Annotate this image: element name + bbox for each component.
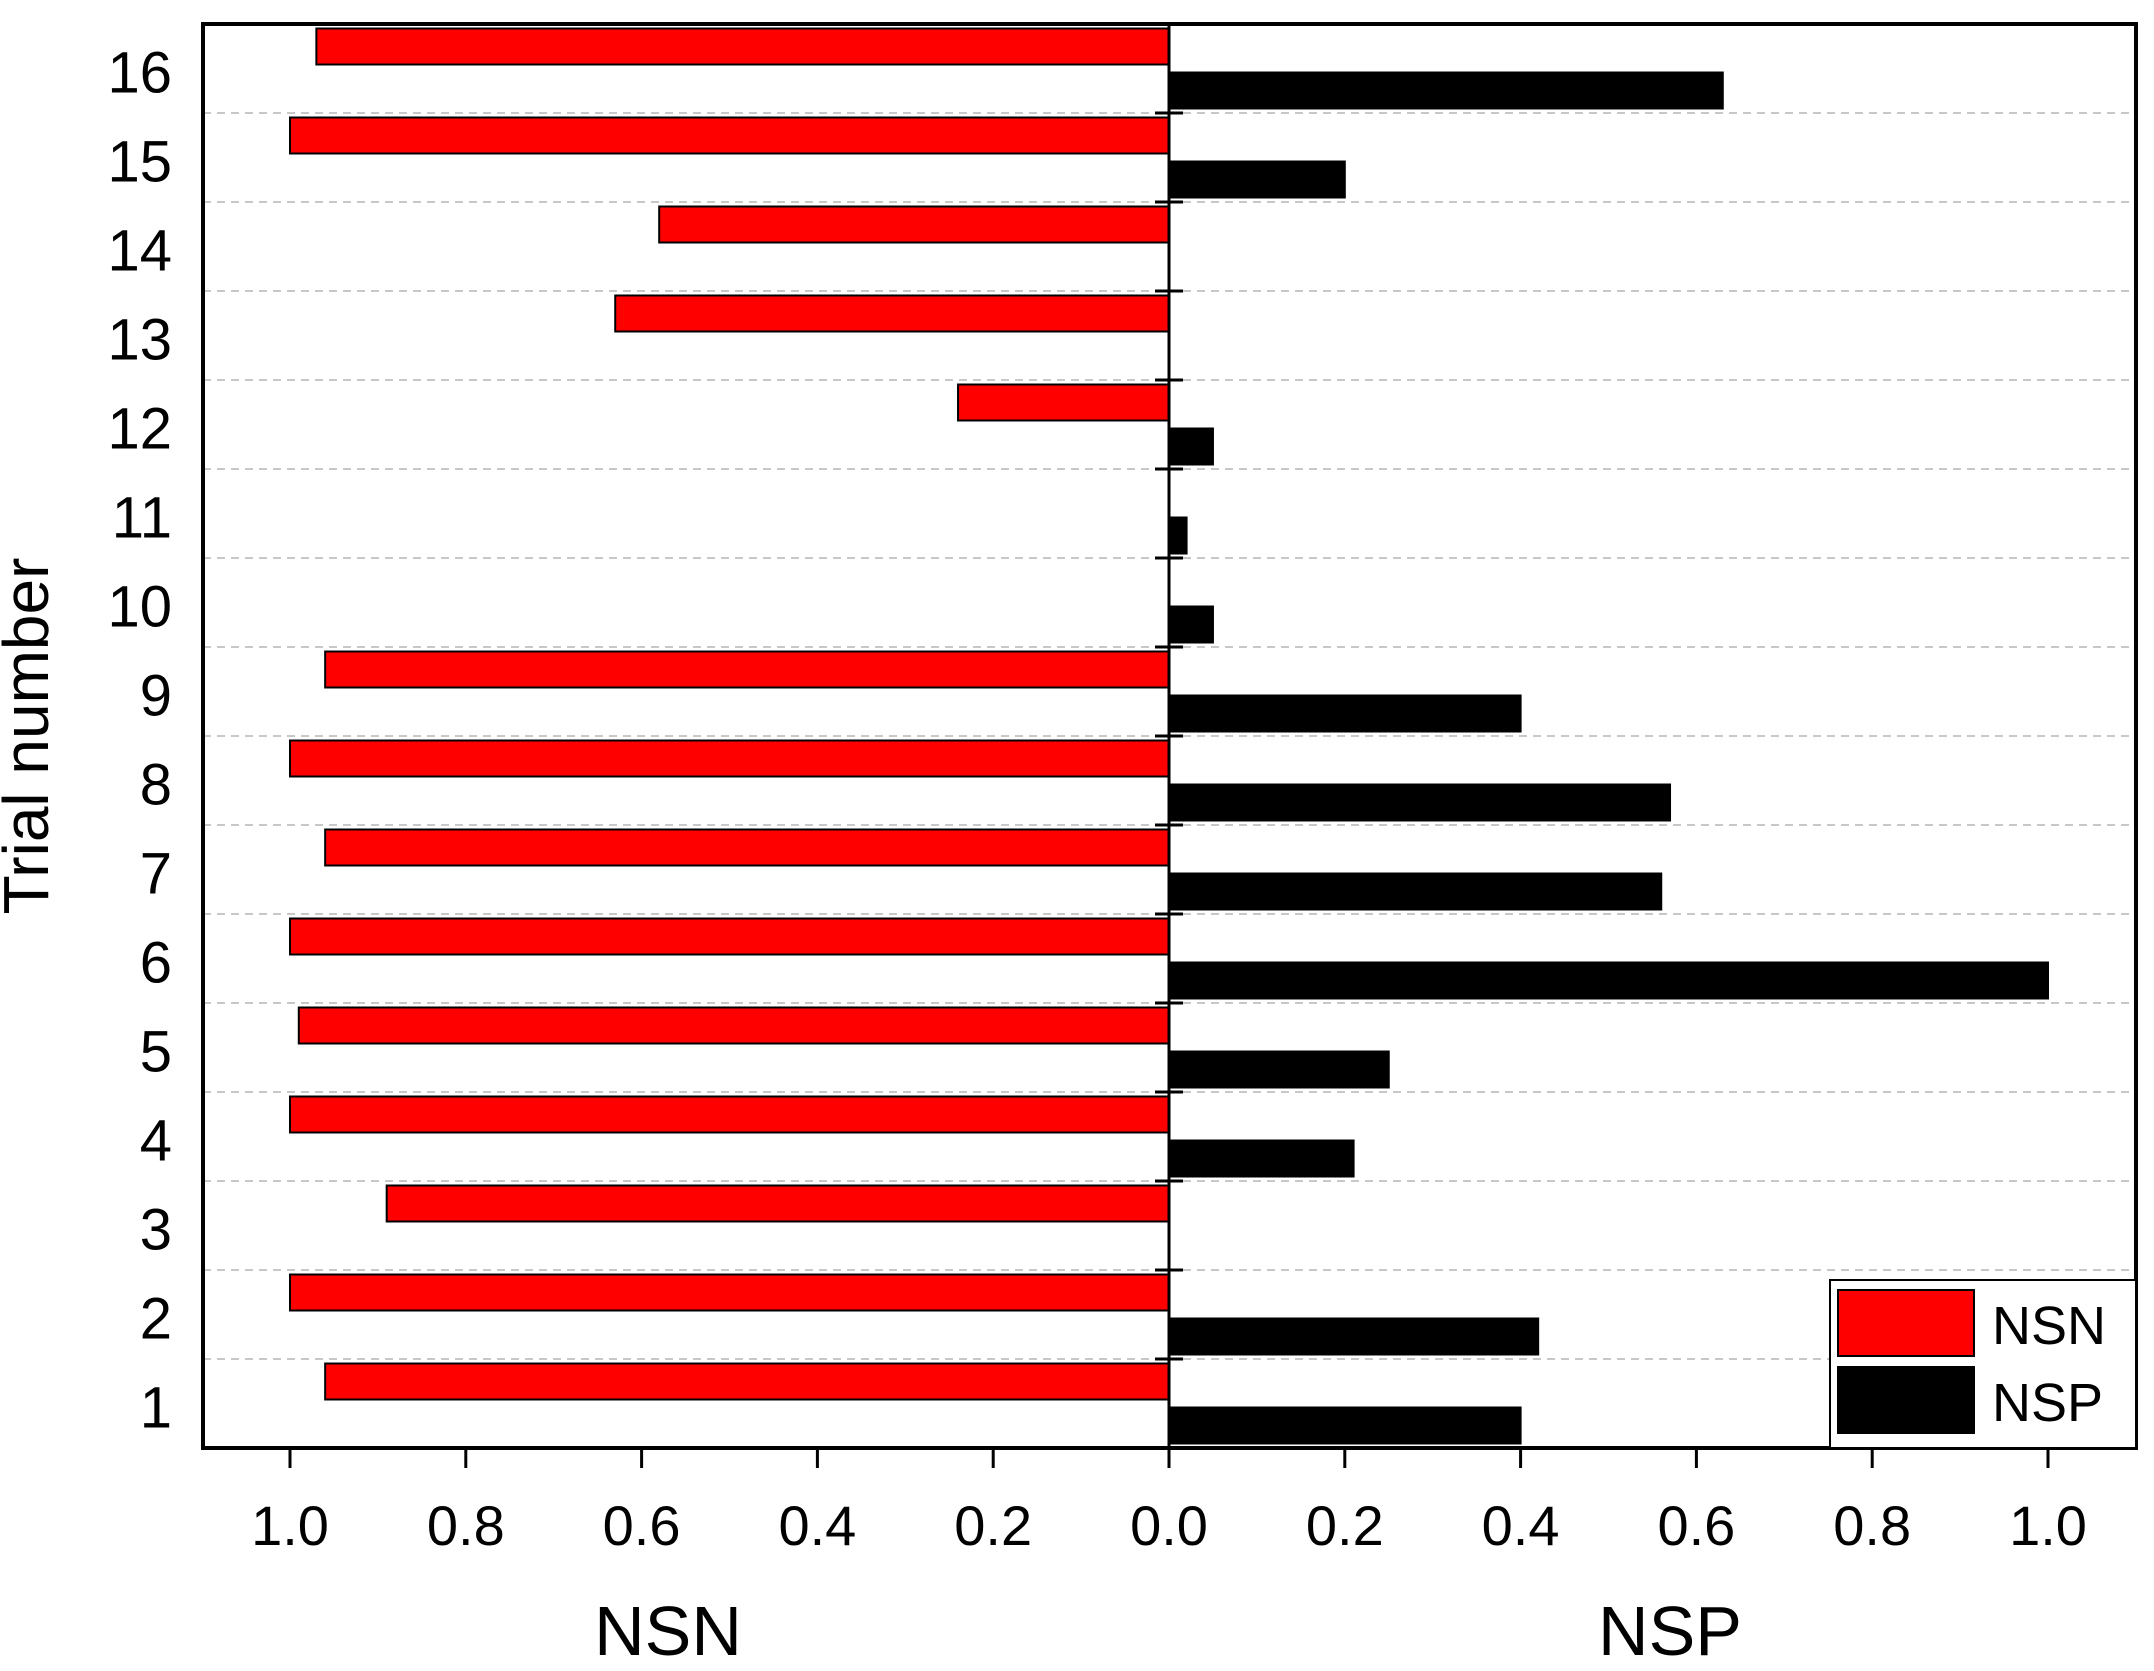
- bar-nsn-trial-4: [289, 1095, 1170, 1134]
- y-tick-label: 12: [107, 397, 172, 462]
- bar-nsp-trial-12: [1168, 427, 1214, 466]
- bar-nsn-trial-5: [297, 1006, 1171, 1045]
- bar-nsn-trial-15: [289, 116, 1170, 155]
- bar-nsp-trial-8: [1168, 783, 1672, 822]
- legend-label-nsn: NSN: [1992, 1296, 2106, 1356]
- x-axis-title-right: NSP: [1598, 1592, 1742, 1670]
- y-tick-label: 4: [140, 1109, 172, 1174]
- x-tick-label-left: 1.0: [251, 1494, 329, 1557]
- x-tick-label-left: 0.8: [427, 1494, 505, 1557]
- y-tick-label: 13: [107, 308, 172, 373]
- bar-nsp-trial-7: [1168, 872, 1663, 911]
- bar-nsn-trial-8: [289, 739, 1170, 778]
- bar-nsn-trial-1: [324, 1362, 1171, 1401]
- x-tick-label-left: 0.2: [954, 1494, 1032, 1557]
- bars: [289, 27, 2049, 1445]
- legend-swatch-nsn: [1837, 1289, 1975, 1357]
- y-tick-label: 16: [107, 41, 172, 106]
- y-axis-title: Trial number: [0, 558, 62, 915]
- x-tick-label-right: 1.0: [2009, 1494, 2087, 1557]
- bar-nsp-trial-5: [1168, 1050, 1390, 1089]
- y-tick-label: 9: [140, 664, 172, 729]
- bar-nsp-trial-11: [1168, 516, 1188, 555]
- bar-nsp-trial-1: [1168, 1406, 1522, 1445]
- bar-nsn-trial-12: [957, 383, 1170, 422]
- bar-nsn-trial-16: [315, 27, 1170, 66]
- y-tick-label: 7: [140, 842, 172, 907]
- y-tick-label: 8: [140, 753, 172, 818]
- bar-nsn-trial-7: [324, 828, 1171, 867]
- x-tick-label-right: 0.2: [1306, 1494, 1384, 1557]
- legend: NSN NSP: [1829, 1279, 2137, 1449]
- y-tick-label: 6: [140, 931, 172, 996]
- y-tick-label: 11: [112, 486, 172, 551]
- bar-nsn-trial-13: [614, 294, 1170, 333]
- legend-swatch-nsp: [1837, 1366, 1975, 1434]
- bar-nsn-trial-3: [385, 1184, 1170, 1223]
- x-tick-label-left: 0.6: [603, 1494, 681, 1557]
- x-tick-label-left: 0.4: [778, 1494, 856, 1557]
- bar-nsp-trial-15: [1168, 160, 1346, 199]
- bar-nsp-trial-16: [1168, 71, 1724, 110]
- y-tick-label: 1: [140, 1376, 172, 1441]
- x-tick-label-left: 0.0: [1130, 1494, 1208, 1557]
- y-tick-label: 5: [140, 1020, 172, 1085]
- bar-nsn-trial-2: [289, 1273, 1170, 1312]
- x-axis-title-left: NSN: [594, 1592, 742, 1670]
- bar-nsn-trial-9: [324, 650, 1171, 689]
- y-tick-label: 15: [107, 130, 172, 195]
- bar-nsp-trial-6: [1168, 961, 2049, 1000]
- legend-label-nsp: NSP: [1992, 1373, 2103, 1433]
- bar-nsn-trial-14: [658, 205, 1170, 244]
- y-tick-label: 10: [107, 575, 172, 640]
- x-tick-label-right: 0.8: [1833, 1494, 1911, 1557]
- bar-nsp-trial-10: [1168, 605, 1214, 644]
- y-tick-label: 14: [107, 219, 172, 284]
- bar-nsp-trial-2: [1168, 1317, 1540, 1356]
- bar-nsn-trial-6: [289, 917, 1170, 956]
- bar-nsp-trial-9: [1168, 694, 1522, 733]
- x-tick-label-right: 0.4: [1482, 1494, 1560, 1557]
- x-tick-label-right: 0.6: [1657, 1494, 1735, 1557]
- bar-nsp-trial-4: [1168, 1139, 1355, 1178]
- y-tick-label: 3: [140, 1198, 172, 1263]
- y-tick-label: 2: [140, 1287, 172, 1352]
